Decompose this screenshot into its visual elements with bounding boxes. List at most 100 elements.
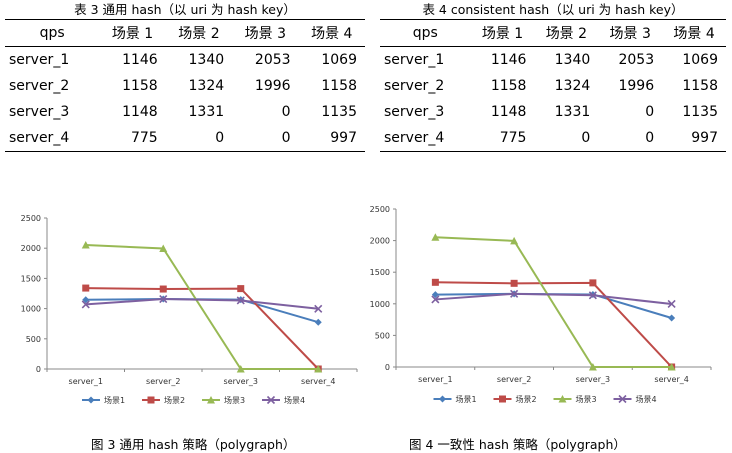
table-cell: 1340 — [554, 52, 591, 68]
data-point — [314, 304, 323, 313]
table-cell: 2053 — [254, 52, 291, 68]
figure-3-caption: 图 3 通用 hash 策略（polygraph） — [91, 437, 296, 452]
table-cell: 1996 — [618, 78, 655, 94]
legend-label: 场景4 — [636, 395, 657, 404]
data-point — [81, 240, 90, 249]
data-point — [431, 278, 439, 286]
data-point — [266, 395, 276, 405]
series-line — [435, 292, 672, 305]
column-header: 场景 4 — [662, 19, 726, 47]
table-3-block: 表 3 通用 hash（以 uri 为 hash key） qps 场景 1 场景 … — [5, 1, 365, 152]
legend: 场景1 场景2 场景3 场景4 — [82, 395, 305, 405]
series-line — [435, 281, 673, 368]
y-tick-label: 0 — [36, 365, 41, 374]
data-point — [510, 236, 519, 245]
row-label: server_4 — [5, 125, 100, 152]
column-header: 场景 1 — [99, 19, 166, 47]
table-row: server_4 775 0 0 997 — [5, 125, 365, 152]
table-cell: 1146 — [122, 52, 158, 68]
table-cell: 1331 — [188, 104, 225, 120]
x-tick-label: server_1 — [69, 377, 103, 386]
table-row: server_3 1148 1331 0 1135 — [5, 99, 365, 125]
legend-label: 场景4 — [284, 396, 305, 405]
data-point — [439, 395, 446, 403]
data-point — [82, 296, 90, 304]
x-tick-label: server_4 — [654, 375, 688, 384]
y-tick-label: 500 — [375, 331, 390, 340]
y-tick-label: 2000 — [370, 237, 390, 246]
data-point — [82, 284, 90, 292]
series-square — [431, 278, 676, 371]
table-cell: 1158 — [122, 78, 158, 94]
table-cell: 997 — [298, 125, 365, 152]
data-point — [499, 395, 506, 403]
data-point — [236, 365, 245, 373]
x-tick-label: server_3 — [224, 377, 258, 386]
legend-item: 场景4 — [262, 395, 305, 405]
legend-item: 场景3 — [553, 395, 597, 404]
data-point — [159, 294, 168, 304]
row-label: server_1 — [384, 52, 445, 68]
table-row: server_3 1148 1331 0 1135 — [380, 99, 726, 125]
table-cell: 1146 — [490, 52, 527, 68]
series-triangle — [81, 240, 323, 373]
table-cell: 1135 — [682, 104, 718, 120]
x-tick-label: server_3 — [576, 375, 610, 384]
legend-label: 场景1 — [456, 395, 477, 404]
table-row: server_4 775 0 0 997 — [380, 125, 726, 152]
table-cell: 0 — [165, 125, 233, 152]
data-point — [81, 300, 90, 309]
y-tick-label: 2000 — [21, 244, 41, 253]
legend-label: 场景2 — [164, 396, 185, 405]
x-tick-label: server_2 — [497, 375, 531, 384]
data-point — [87, 396, 95, 404]
legend-item: 场景1 — [433, 395, 477, 404]
y-tick-label: 1500 — [21, 274, 41, 283]
data-point — [236, 296, 245, 305]
row-label: server_3 — [384, 104, 445, 120]
column-header: 场景 1 — [470, 19, 535, 47]
table-row: server_1 1146 1340 2053 1069 — [380, 47, 726, 74]
series-x — [431, 289, 676, 309]
series-triangle — [431, 233, 676, 371]
y-tick-label: 2500 — [21, 214, 41, 223]
table-4: qps 场景 1 场景 2 场景 3 场景 4 server_1 1146 1340 2053 1… — [380, 19, 726, 152]
column-header: qps — [380, 19, 471, 47]
table-cell: 0 — [534, 125, 599, 152]
table-cell: 1069 — [682, 52, 718, 68]
column-header: 场景 2 — [534, 19, 599, 47]
data-point — [558, 395, 567, 403]
table-cell: 0 — [598, 125, 663, 152]
column-header: 场景 3 — [232, 19, 299, 47]
data-point — [588, 291, 597, 300]
figure-4-caption: 图 4 一致性 hash 策略（polygraph） — [409, 437, 626, 452]
data-point — [510, 279, 518, 287]
data-point — [314, 318, 322, 326]
row-label: server_3 — [9, 104, 70, 120]
y-tick-label: 1000 — [21, 305, 41, 314]
table-row: server_2 1158 1324 1996 1158 — [380, 73, 726, 99]
data-point — [510, 289, 519, 298]
data-point — [159, 244, 168, 252]
table-cell: 0 — [232, 125, 299, 152]
table-cell: 0 — [645, 104, 655, 120]
column-header: 场景 3 — [598, 19, 663, 47]
table-cell: 1069 — [321, 52, 357, 68]
legend-label: 场景3 — [224, 396, 245, 405]
table-cell: 1158 — [490, 78, 527, 94]
figure-4-chart: 0 500 1000 1500 2000 2500 server_1 server_2 serv… — [370, 205, 712, 404]
table-cell: 775 — [99, 125, 166, 152]
data-point — [431, 233, 440, 241]
table-cell: 1148 — [122, 104, 158, 120]
table-cell: 1340 — [188, 52, 225, 68]
legend-item: 场景4 — [613, 394, 657, 404]
y-tick-label: 500 — [26, 335, 41, 344]
column-header: 场景 2 — [165, 19, 233, 47]
table-cell: 1996 — [254, 78, 291, 94]
data-point — [668, 314, 676, 322]
table-4-block: 表 4 consistent hash（以 uri 为 hash key） qp… — [380, 1, 726, 152]
table-3-caption: 表 3 通用 hash（以 uri 为 hash key） — [74, 2, 296, 17]
y-tick-label: 1000 — [370, 300, 390, 309]
legend-label: 场景3 — [576, 395, 597, 404]
legend-item: 场景3 — [202, 396, 245, 405]
